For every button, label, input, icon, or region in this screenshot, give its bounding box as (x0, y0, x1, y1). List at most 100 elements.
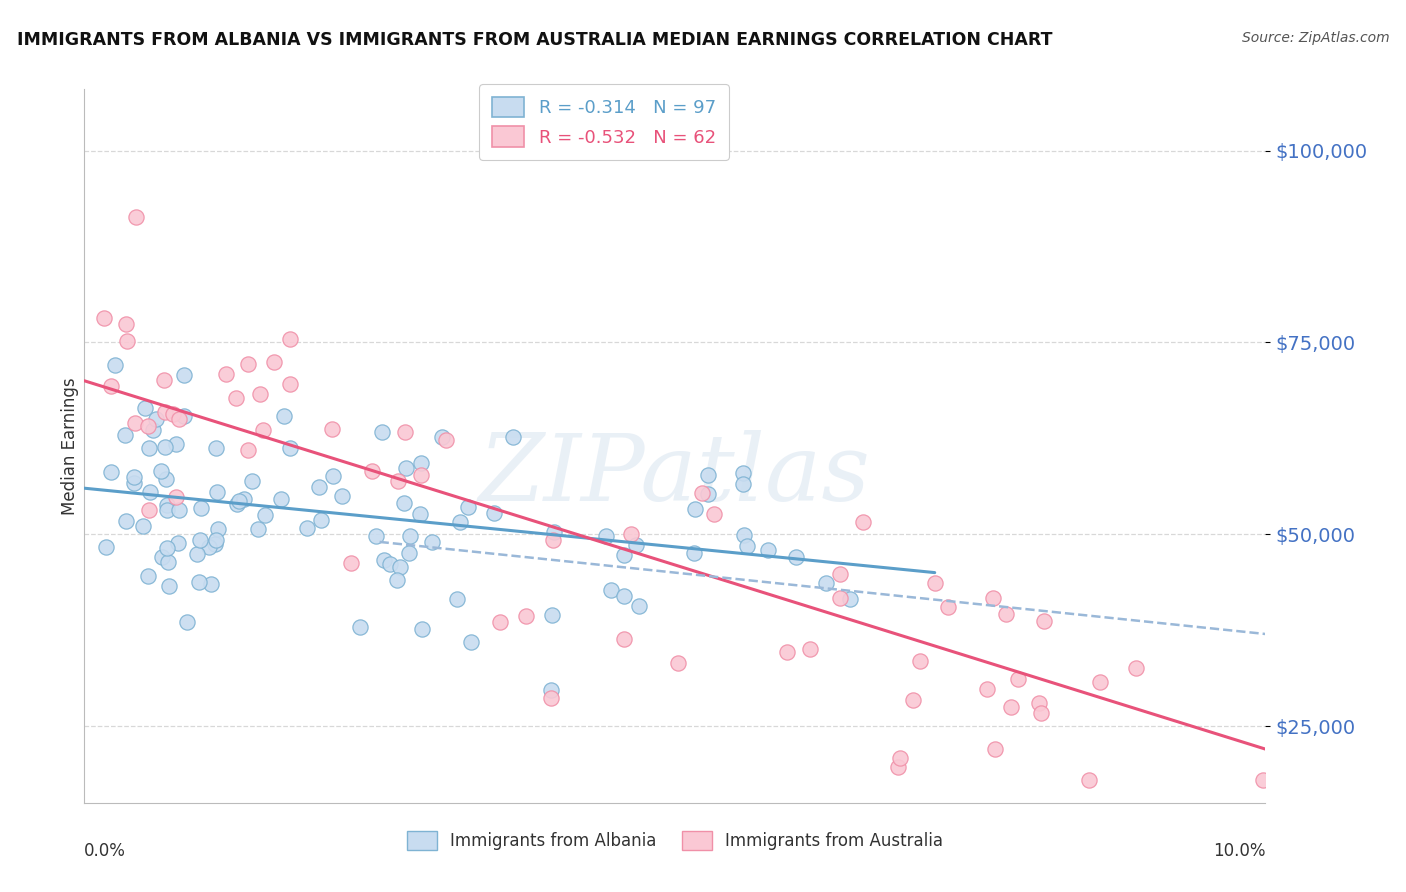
Point (541, 607, 564, 622)
Point (205, 485, 228, 500)
Point (150, 549, 173, 564)
Point (361, 464, 384, 478)
Point (364, 529, 387, 543)
Point (976, 681, 998, 696)
Point (613, 548, 636, 562)
Point (339, 556, 361, 570)
Point (683, 546, 706, 560)
Point (540, 682, 562, 697)
Point (176, 615, 198, 630)
Point (398, 529, 420, 543)
Point (349, 620, 371, 634)
Point (156, 498, 179, 512)
Point (156, 541, 179, 555)
Point (613, 632, 636, 647)
Point (457, 500, 479, 514)
Point (153, 405, 176, 419)
Point (190, 533, 212, 547)
Point (186, 547, 208, 561)
Point (321, 422, 343, 436)
Point (124, 416, 146, 430)
Point (138, 503, 160, 517)
Point (1078, 772, 1101, 787)
Point (167, 502, 190, 516)
Point (852, 515, 875, 529)
Point (157, 579, 180, 593)
Point (263, 355, 285, 369)
Point (115, 514, 138, 528)
Point (887, 760, 910, 774)
Point (270, 492, 292, 507)
Point (247, 522, 270, 536)
Point (422, 535, 444, 549)
Point (489, 615, 512, 629)
Point (394, 425, 416, 439)
Point (799, 642, 821, 657)
Text: 0.0%: 0.0% (84, 842, 127, 860)
Point (733, 528, 755, 542)
Point (398, 546, 420, 560)
Point (100, 378, 122, 392)
Point (134, 401, 156, 416)
Point (373, 553, 395, 567)
Point (543, 533, 565, 547)
Point (938, 600, 960, 615)
Point (309, 513, 332, 527)
Point (165, 436, 187, 450)
Point (436, 434, 458, 448)
Point (984, 742, 1007, 756)
Point (408, 507, 430, 521)
Point (204, 536, 226, 550)
Point (273, 409, 295, 423)
Point (409, 467, 432, 482)
Point (380, 557, 402, 571)
Point (595, 529, 617, 543)
Point (322, 468, 344, 483)
Point (125, 210, 148, 224)
Point (145, 411, 167, 425)
Point (114, 428, 136, 442)
Point (460, 635, 482, 649)
Point (543, 524, 565, 539)
Point (200, 576, 222, 591)
Point (515, 609, 537, 624)
Point (785, 549, 807, 564)
Point (388, 560, 411, 574)
Point (828, 591, 851, 606)
Point (924, 576, 946, 591)
Point (167, 412, 190, 426)
Point (613, 590, 636, 604)
Point (205, 533, 228, 548)
Point (908, 654, 931, 668)
Point (104, 359, 127, 373)
Point (690, 486, 713, 500)
Point (236, 357, 259, 371)
Point (198, 541, 221, 555)
Point (93, 311, 115, 326)
Text: Source: ZipAtlas.com: Source: ZipAtlas.com (1241, 31, 1389, 45)
Point (814, 576, 837, 591)
Point (446, 591, 468, 606)
Point (122, 470, 145, 484)
Text: ZIPatlas: ZIPatlas (479, 430, 870, 519)
Text: IMMIGRANTS FROM ALBANIA VS IMMIGRANTS FROM AUSTRALIA MEDIAN EARNINGS CORRELATION: IMMIGRANTS FROM ALBANIA VS IMMIGRANTS FR… (17, 31, 1052, 49)
Point (332, 489, 354, 503)
Point (278, 377, 301, 392)
Point (188, 574, 211, 589)
Point (1090, 675, 1112, 690)
Point (115, 317, 138, 331)
Text: 10.0%: 10.0% (1213, 842, 1265, 860)
Point (619, 527, 641, 541)
Point (502, 429, 524, 443)
Point (450, 515, 472, 529)
Point (155, 503, 177, 517)
Point (983, 591, 1005, 606)
Point (236, 442, 259, 457)
Point (142, 423, 165, 437)
Point (994, 607, 1017, 622)
Point (207, 522, 229, 536)
Point (278, 332, 301, 346)
Point (703, 508, 725, 522)
Point (278, 441, 301, 455)
Point (683, 502, 706, 516)
